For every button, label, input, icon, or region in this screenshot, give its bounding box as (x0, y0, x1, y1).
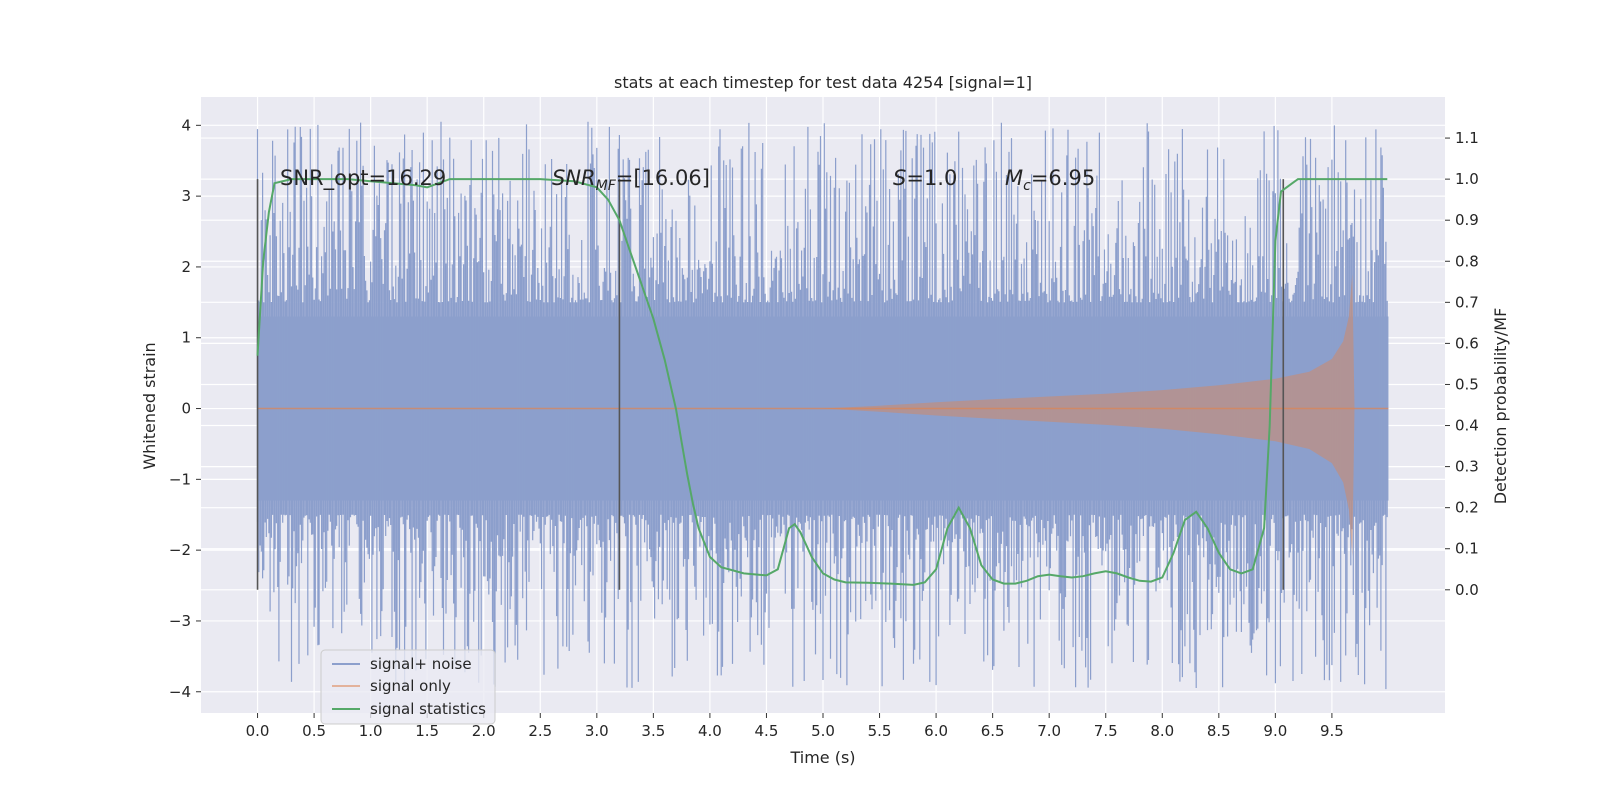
y-axis-label: Whitened strain (140, 342, 159, 469)
x-tick-label-14: 7.0 (1037, 722, 1061, 740)
x-tick-label-11: 5.5 (868, 722, 892, 740)
y-axis-ticks: −4 −3 −2 −1 0 1 2 3 4 (169, 116, 201, 701)
y-tick-label-2: −2 (169, 541, 191, 559)
x-tick-label-9: 4.5 (755, 722, 779, 740)
s-symbol: S (893, 166, 906, 190)
y-right-tick-label-7: 0.7 (1455, 293, 1479, 311)
annotation-snr-mf: SNRMF=[16.06] (552, 166, 710, 194)
legend-label-signal-statistics: signal statistics (370, 700, 486, 718)
annotation-snr-opt: SNR_opt=16.29 (280, 166, 446, 191)
x-tick-label-6: 3.0 (585, 722, 609, 740)
y-right-tick-label-9: 0.9 (1455, 211, 1479, 229)
chart-title: stats at each timestep for test data 425… (614, 73, 1032, 92)
y-right-axis-label: Detection probability/MF (1491, 308, 1510, 505)
s-value: =1.0 (906, 166, 957, 190)
x-tick-label-13: 6.5 (981, 722, 1005, 740)
legend: signal+ noise signal only signal statist… (320, 649, 496, 725)
y-right-axis-ticks: 0.0 0.1 0.2 0.3 0.4 0.5 0.6 0.7 0.8 0.9 1.0 1.1 (1445, 129, 1479, 599)
y-right-tick-label-8: 0.8 (1455, 252, 1479, 270)
snr-mf-subscript: MF (596, 178, 617, 194)
x-tick-label-15: 7.5 (1094, 722, 1118, 740)
x-tick-label-7: 3.5 (641, 722, 665, 740)
x-tick-label-16: 8.0 (1150, 722, 1174, 740)
y-right-tick-label-1: 0.1 (1455, 540, 1479, 558)
legend-box (320, 649, 496, 725)
y-tick-label-3: −1 (169, 470, 191, 488)
mc-subscript: c (1023, 178, 1031, 194)
window-markers (256, 179, 1285, 590)
annotation-s: S=1.0 (893, 166, 957, 190)
x-tick-label-18: 9.0 (1263, 722, 1287, 740)
x-tick-label-19: 9.5 (1320, 722, 1344, 740)
snr-mf-value: =[16.06] (616, 166, 710, 190)
mc-value: =6.95 (1031, 166, 1095, 190)
x-axis-label: Time (s) (789, 748, 855, 767)
signal-envelope (257, 274, 1355, 557)
x-tick-label-17: 8.5 (1207, 722, 1231, 740)
y-right-tick-label-10: 1.0 (1455, 170, 1479, 188)
y-right-tick-label-0: 0.0 (1455, 581, 1479, 599)
y-tick-label-1: −3 (169, 612, 191, 630)
y-right-tick-label-11: 1.1 (1455, 129, 1479, 147)
y-tick-label-0: −4 (169, 683, 191, 701)
signal-only-trace (257, 274, 1389, 557)
y-tick-label-6: 2 (181, 258, 191, 276)
x-tick-label-10: 5.0 (811, 722, 835, 740)
y-tick-label-5: 1 (181, 329, 191, 347)
x-tick-label-12: 6.0 (924, 722, 948, 740)
x-tick-label-5: 2.5 (528, 722, 552, 740)
signal-statistics-line (256, 178, 1388, 586)
y-right-tick-label-3: 0.3 (1455, 458, 1479, 476)
x-tick-label-0: 0.0 (246, 722, 270, 740)
x-tick-label-4: 2.0 (472, 722, 496, 740)
y-right-tick-label-6: 0.6 (1455, 334, 1479, 352)
annotation-mc: Mc=6.95 (1005, 166, 1095, 194)
y-tick-label-7: 3 (181, 187, 191, 205)
x-axis-ticks: 0.0 0.5 1.0 1.5 2.0 2.5 3.0 3.5 4.0 4.5 5.0 5.5 6.0 6… (246, 713, 1344, 740)
y-tick-label-8: 4 (181, 116, 191, 134)
legend-label-signal-noise: signal+ noise (370, 655, 472, 673)
mc-symbol: M (1005, 166, 1023, 190)
legend-label-signal-only: signal only (370, 677, 451, 695)
y-right-tick-label-2: 0.2 (1455, 499, 1479, 517)
snr-mf-symbol: SNR (552, 166, 596, 190)
x-tick-label-3: 1.5 (415, 722, 439, 740)
y-tick-label-4: 0 (181, 400, 191, 418)
x-tick-label-8: 4.0 (698, 722, 722, 740)
y-right-tick-label-4: 0.4 (1455, 417, 1479, 435)
y-right-tick-label-5: 0.5 (1455, 375, 1479, 393)
x-tick-label-2: 1.0 (359, 722, 383, 740)
x-tick-label-1: 0.5 (302, 722, 326, 740)
